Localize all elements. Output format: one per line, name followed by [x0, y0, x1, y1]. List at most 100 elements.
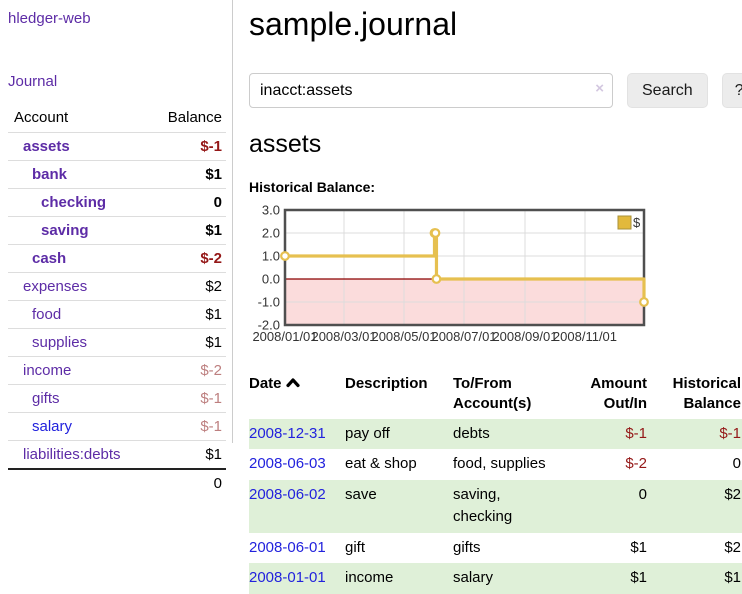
register-cell-date: 2008-01-01 — [249, 563, 345, 594]
register-cell-description: income — [345, 569, 394, 586]
account-row: liabilities:debts $1 — [8, 440, 226, 470]
account-balance: $1 — [147, 440, 226, 470]
account-row: food $1 — [8, 300, 226, 329]
register-cell-date: 2008-06-02 — [249, 480, 345, 533]
account-balance: $1 — [147, 300, 226, 329]
account-link[interactable]: expenses — [23, 278, 88, 295]
sidebar-item-journal[interactable]: Journal — [8, 73, 58, 90]
account-heading: assets — [249, 130, 322, 158]
svg-text:$: $ — [633, 215, 641, 230]
transaction-date-link[interactable]: 2008-12-31 — [249, 424, 326, 442]
transaction-date-link[interactable]: 2008-01-01 — [249, 569, 326, 586]
register-cell-date: 2008-06-01 — [249, 533, 345, 564]
register-cell-accounts: food, supplies — [453, 455, 546, 472]
register-cell-amount: 0 — [638, 485, 647, 503]
account-balance: $-1 — [147, 132, 226, 161]
account-row: expenses $2 — [8, 272, 226, 301]
account-balance: $1 — [147, 160, 226, 189]
account-row: assets $-1 — [8, 132, 226, 161]
account-balance: $2 — [147, 272, 226, 301]
transaction-date-link[interactable]: 2008-06-02 — [249, 485, 326, 503]
register-header-amount: Amount Out/In — [590, 375, 647, 413]
register-cell-description: gift — [345, 538, 366, 556]
svg-text:2008/01/01: 2008/01/01 — [252, 329, 317, 344]
account-link[interactable]: saving — [41, 222, 89, 239]
svg-text:-2.0: -2.0 — [258, 318, 280, 333]
svg-text:2008/03/01: 2008/03/01 — [311, 329, 376, 344]
search-button[interactable]: Search — [627, 73, 708, 108]
register-cell-balance: 0 — [732, 455, 741, 472]
account-row: gifts $-1 — [8, 384, 226, 413]
account-link[interactable]: checking — [41, 194, 107, 211]
account-link[interactable]: assets — [23, 138, 70, 155]
account-balance: $-1 — [147, 384, 226, 413]
account-link[interactable]: bank — [32, 166, 68, 183]
svg-text:-1.0: -1.0 — [258, 295, 280, 310]
account-row: cash $-2 — [8, 244, 226, 273]
account-row: supplies $1 — [8, 328, 226, 357]
account-link[interactable]: liabilities:debts — [23, 446, 121, 463]
account-balance: 0 — [147, 188, 226, 217]
register-header-balance: Historical Balance — [672, 375, 741, 413]
search-bar: × Search ? — [249, 73, 742, 108]
register-cell-balance: $2 — [724, 485, 741, 503]
register-cell-accounts: gifts — [453, 538, 481, 556]
account-link[interactable]: salary — [32, 418, 73, 435]
account-balance: $-1 — [147, 412, 226, 441]
accounts-header-account: Account — [8, 104, 148, 133]
register-cell-description: save — [345, 485, 377, 503]
svg-text:2008/07/01: 2008/07/01 — [431, 329, 496, 344]
svg-text:3.0: 3.0 — [262, 203, 280, 218]
register-row: 2008-01-01 income salary $1 $1 — [249, 563, 742, 594]
register-cell-description: pay off — [345, 424, 390, 442]
register-row: 2008-06-03 eat & shop food, supplies $-2 0 — [249, 449, 742, 480]
chart-title: Historical Balance: — [249, 179, 376, 195]
main-content: sample.journal × Search ? assets Histori… — [233, 0, 742, 594]
register-cell-accounts: saving, checking — [453, 485, 513, 526]
svg-text:2008/11/01: 2008/11/01 — [553, 329, 617, 344]
account-link[interactable]: income — [23, 362, 72, 379]
account-balance: $1 — [147, 328, 226, 357]
svg-text:2008/09/01: 2008/09/01 — [492, 329, 557, 344]
register-header-accounts: To/From Account(s) — [453, 375, 532, 413]
register-cell-amount: $-2 — [625, 455, 647, 472]
register-table: Date Description To/From Account(s) Amou… — [249, 370, 742, 594]
account-link[interactable]: food — [32, 306, 62, 323]
clear-search-icon[interactable]: × — [595, 80, 604, 97]
register-header-date[interactable]: Date — [249, 370, 345, 419]
accounts-total-row: 0 — [8, 468, 226, 497]
sidebar: hledger-web Journal Account Balance asse… — [0, 0, 233, 497]
account-link[interactable]: cash — [32, 250, 67, 267]
account-row: income $-2 — [8, 356, 226, 385]
accounts-table: Account Balance assets $-1 bank $1 checking 0… — [8, 104, 226, 497]
register-cell-amount: $1 — [630, 538, 647, 556]
account-row: checking 0 — [8, 188, 226, 217]
accounts-total: 0 — [147, 468, 226, 497]
svg-text:2.0: 2.0 — [262, 226, 280, 241]
transaction-date-link[interactable]: 2008-06-03 — [249, 455, 326, 472]
account-balance: $-2 — [147, 356, 226, 385]
search-input[interactable] — [249, 73, 613, 108]
svg-text:1.0: 1.0 — [262, 249, 280, 264]
svg-text:2008/05/01: 2008/05/01 — [371, 329, 436, 344]
help-button[interactable]: ? — [721, 73, 742, 108]
register-row: 2008-06-01 gift gifts $1 $2 — [249, 533, 742, 564]
account-row: salary $-1 — [8, 412, 226, 441]
register-cell-accounts: salary — [453, 569, 494, 586]
register-cell-description: eat & shop — [345, 455, 417, 472]
account-balance: $-2 — [147, 244, 226, 273]
account-link[interactable]: supplies — [32, 334, 88, 351]
historical-balance-chart: $3.0 2.0 1.0 0.0 -1.0 -2.0 2008/01/01 2008/03/0… — [249, 203, 742, 356]
register-cell-amount: $-1 — [625, 424, 647, 442]
register-cell-date: 2008-12-31 — [249, 419, 345, 450]
register-cell-amount: $1 — [630, 569, 647, 586]
transaction-date-link[interactable]: 2008-06-01 — [249, 538, 326, 556]
register-cell-balance: $2 — [724, 538, 741, 556]
account-balance: $1 — [147, 216, 226, 245]
accounts-header-balance: Balance — [147, 104, 226, 133]
account-row: saving $1 — [8, 216, 226, 245]
account-link[interactable]: gifts — [32, 390, 60, 407]
app-title-link[interactable]: hledger-web — [8, 10, 91, 27]
register-cell-accounts: debts — [453, 424, 490, 442]
register-header-description: Description — [345, 375, 428, 392]
